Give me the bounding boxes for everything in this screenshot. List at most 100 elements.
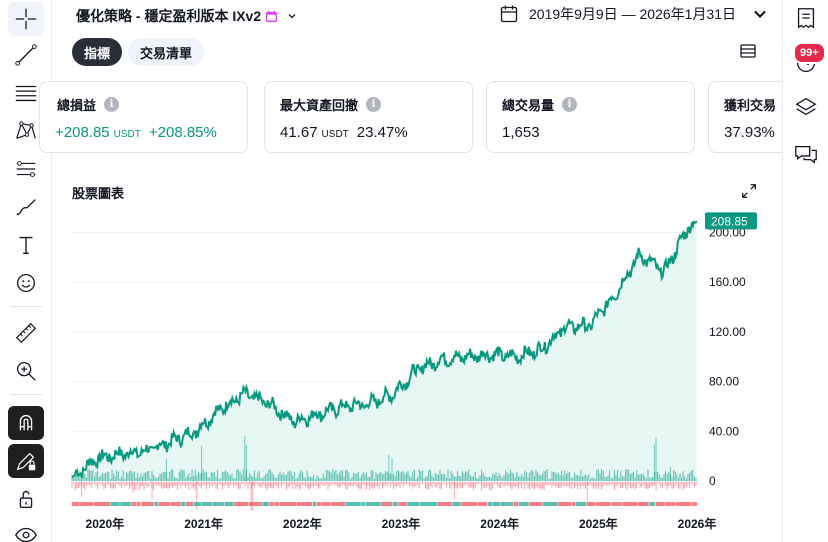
trade-segment xyxy=(655,502,665,506)
strategy-title: 優化策略 - 穩定盈利版本 IXv2 xyxy=(76,8,262,24)
trend-line-tool-button[interactable] xyxy=(8,38,44,72)
hide-drawings-button[interactable] xyxy=(8,518,44,542)
trade-segment xyxy=(158,502,170,506)
trade-segment xyxy=(296,502,313,506)
strategy-selector[interactable]: 優化策略 - 穩定盈利版本 IXv2 xyxy=(76,6,298,26)
trade-segment xyxy=(487,502,493,506)
trade-segment xyxy=(595,502,611,506)
zoom-tool-button[interactable] xyxy=(8,354,44,388)
emoji-tool-button[interactable] xyxy=(8,266,44,300)
tab-metrics[interactable]: 指標 xyxy=(72,38,123,66)
expand-chart-button[interactable] xyxy=(736,178,762,204)
lock-all-button[interactable] xyxy=(8,482,44,516)
trade-segment xyxy=(312,502,317,506)
chevron-down-icon xyxy=(288,14,296,19)
trade-segment xyxy=(477,502,488,506)
info-icon[interactable]: i xyxy=(366,97,382,112)
brush-icon xyxy=(16,199,36,216)
trade-segment xyxy=(234,502,249,506)
buy-hold-bars xyxy=(71,436,697,512)
magnet-icon xyxy=(19,415,33,431)
brush-tool-button[interactable] xyxy=(8,190,44,224)
trade-segment xyxy=(365,502,381,506)
trade-segment xyxy=(80,502,94,506)
unlock-icon xyxy=(19,490,33,509)
trade-segment xyxy=(141,502,154,506)
eye-icon xyxy=(15,527,37,542)
magnet-tool-button[interactable] xyxy=(8,406,44,440)
measure-tool-button[interactable] xyxy=(8,316,44,350)
date-range-selector[interactable]: 2019年9月9日 — 2026年1月31日 xyxy=(499,4,770,24)
y-tick-label: 160.00 xyxy=(709,275,746,289)
trade-segment xyxy=(346,502,361,506)
trade-segment xyxy=(93,502,111,506)
trade-segment xyxy=(185,502,194,506)
calendar-icon xyxy=(500,5,518,23)
trade-segment xyxy=(248,502,263,506)
stat-value: +208.85 xyxy=(55,124,110,141)
stat-value: 41.67 xyxy=(280,124,318,141)
fib-tool-button[interactable] xyxy=(8,152,44,186)
trade-segment xyxy=(500,502,513,506)
trade-segment xyxy=(407,502,420,506)
text-tool-button[interactable] xyxy=(8,228,44,262)
trade-segment xyxy=(419,502,437,506)
trade-segment xyxy=(274,502,279,506)
trade-segment xyxy=(279,502,297,506)
toolbar-divider xyxy=(10,306,42,307)
columns-menu-button[interactable] xyxy=(734,38,762,64)
pencil-lock-icon xyxy=(16,452,36,471)
stat-cards: 總損益 i +208.85 USDT +208.85% 最大資產回撤 i 41.… xyxy=(0,81,782,153)
info-icon[interactable]: i xyxy=(562,97,578,112)
crosshair-icon xyxy=(15,8,37,30)
trade-segment xyxy=(542,502,558,506)
watchlist-button[interactable] xyxy=(791,3,821,33)
x-tick-label: 2026年 xyxy=(678,516,717,531)
x-tick-label: 2025年 xyxy=(579,516,618,531)
stat-card-win-rate: 獲利交易 37.93% xyxy=(708,81,782,153)
trade-segment xyxy=(437,502,452,506)
date-range-text: 2019年9月9日 — 2026年1月31日 xyxy=(529,6,736,22)
trade-segment xyxy=(452,502,461,506)
chat-button[interactable] xyxy=(791,140,821,170)
pattern-tool-button[interactable] xyxy=(8,114,44,148)
trade-segment xyxy=(262,502,269,506)
trade-segment xyxy=(110,502,120,506)
trade-segment xyxy=(461,502,478,506)
trade-segment xyxy=(529,502,543,506)
trend-line-icon xyxy=(15,44,37,66)
tab-trade-list[interactable]: 交易清單 xyxy=(128,38,205,66)
trade-segment xyxy=(381,502,393,506)
trade-segment xyxy=(519,502,529,506)
ruler-icon xyxy=(15,322,37,344)
chevron-down-icon xyxy=(754,10,766,19)
trade-segment xyxy=(558,502,572,506)
stat-card-max-drawdown: 最大資產回撤 i 41.67 USDT 23.47% xyxy=(264,81,473,153)
layers-button[interactable] xyxy=(791,92,821,122)
stat-title: 總損益 xyxy=(57,98,97,113)
trade-segment xyxy=(212,502,224,506)
trade-segment xyxy=(181,502,186,506)
trade-segment xyxy=(513,502,519,506)
text-icon xyxy=(19,236,33,255)
info-icon[interactable]: i xyxy=(104,97,120,112)
crosshair-tool-button[interactable] xyxy=(8,2,44,36)
trade-segment xyxy=(321,502,331,506)
last-value-label: 208.85 xyxy=(711,214,748,228)
trade-segment xyxy=(586,502,596,506)
trade-segment xyxy=(398,502,407,506)
trade-segment xyxy=(131,502,137,506)
x-tick-label: 2022年 xyxy=(283,516,322,531)
trade-segment xyxy=(622,502,638,506)
x-tick-label: 2020年 xyxy=(86,516,125,531)
list-document-icon xyxy=(797,8,815,29)
horizontal-lines-tool-button[interactable] xyxy=(8,76,44,110)
trade-segment xyxy=(392,502,398,506)
smiley-icon xyxy=(16,273,36,293)
lock-drawing-button[interactable] xyxy=(8,444,44,478)
trade-strip xyxy=(72,502,697,506)
trade-segment xyxy=(492,502,501,506)
stat-unit: USDT xyxy=(113,129,141,140)
equity-area xyxy=(72,221,697,482)
